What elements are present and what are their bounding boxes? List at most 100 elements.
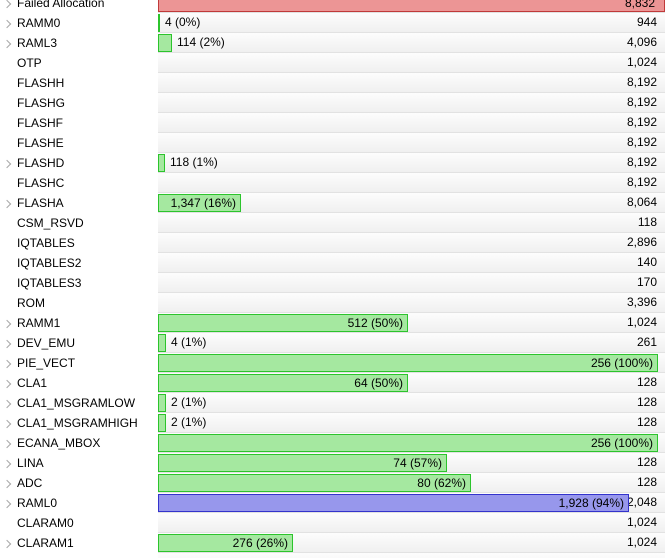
expand-arrow-icon[interactable] <box>2 0 12 9</box>
memory-row[interactable]: FLASHD 8,192 118 (1%) <box>0 153 665 173</box>
memory-row[interactable] <box>0 553 665 558</box>
memory-row[interactable]: FLASHC 8,192 <box>0 173 665 193</box>
memory-row[interactable]: FLASHE 8,192 <box>0 133 665 153</box>
size-value: 170 <box>636 275 657 289</box>
memory-row[interactable]: OTP 1,024 <box>0 53 665 73</box>
memory-row[interactable]: RAMM0 944 4 (0%) <box>0 13 665 33</box>
size-value: 261 <box>636 335 657 349</box>
size-value: 128 <box>636 455 657 469</box>
memory-row[interactable]: CLARAM1 1,024 276 (26%) <box>0 533 665 553</box>
memory-region-name: IQTABLES3 <box>17 276 82 290</box>
memory-name-cell: FLASHD <box>0 153 158 173</box>
usage-label-outside: 4 (0%) <box>165 15 201 29</box>
memory-region-name: RAMM0 <box>17 16 61 30</box>
memory-row[interactable]: Failed Allocation 8,832 <box>0 0 665 13</box>
size-value: 8,192 <box>626 175 657 189</box>
expand-arrow-icon[interactable] <box>2 419 12 429</box>
usage-track: 8,192 118 (1%) <box>158 153 665 173</box>
memory-row[interactable]: FLASHF 8,192 <box>0 113 665 133</box>
memory-row[interactable]: FLASHH 8,192 <box>0 73 665 93</box>
memory-name-cell: LINA <box>0 453 158 473</box>
size-value: 4,096 <box>626 35 657 49</box>
memory-region-name: OTP <box>17 56 42 70</box>
usage-label-inside: 8,832 <box>624 0 655 10</box>
memory-row[interactable]: IQTABLES2 140 <box>0 253 665 273</box>
usage-label-outside: 118 (1%) <box>170 155 218 169</box>
memory-row[interactable]: PIE_VECT 256 (100%) <box>0 353 665 373</box>
memory-name-cell: RAMM0 <box>0 13 158 33</box>
expand-arrow-icon[interactable] <box>2 399 12 409</box>
usage-bar <box>158 34 172 52</box>
size-value: 2,896 <box>626 235 657 249</box>
memory-region-name: RAML0 <box>17 496 58 510</box>
size-value: 128 <box>636 375 657 389</box>
memory-row[interactable]: RAMM1 1,024 512 (50%) <box>0 313 665 333</box>
usage-track: 8,192 <box>158 133 665 153</box>
size-value: 1,024 <box>626 515 657 529</box>
memory-name-cell: Failed Allocation <box>0 0 158 13</box>
expand-arrow-icon[interactable] <box>2 319 12 329</box>
memory-row[interactable]: ECANA_MBOX 256 (100%) <box>0 433 665 453</box>
usage-label-outside: 114 (2%) <box>177 35 225 49</box>
memory-name-cell: CLA1_MSGRAMLOW <box>0 393 158 413</box>
usage-track: 2,048 1,928 (94%) <box>158 493 665 513</box>
expand-arrow-icon[interactable] <box>2 19 12 29</box>
memory-name-cell: DEV_EMU <box>0 333 158 353</box>
expand-arrow-icon[interactable] <box>2 379 12 389</box>
usage-label-inside: 74 (57%) <box>393 456 442 470</box>
usage-track: 8,192 <box>158 93 665 113</box>
memory-row[interactable]: IQTABLES3 170 <box>0 273 665 293</box>
usage-bar: 74 (57%) <box>158 454 447 472</box>
memory-row[interactable]: FLASHA 8,064 1,347 (16%) <box>0 193 665 213</box>
memory-name-cell: IQTABLES <box>0 233 158 253</box>
memory-name-cell: FLASHC <box>0 173 158 193</box>
memory-row[interactable]: LINA 128 74 (57%) <box>0 453 665 473</box>
usage-bar: 64 (50%) <box>158 374 408 392</box>
memory-region-name: CLARAM0 <box>17 516 74 530</box>
size-value: 8,192 <box>626 115 657 129</box>
memory-name-cell: IQTABLES2 <box>0 253 158 273</box>
usage-label-inside: 512 (50%) <box>347 316 403 330</box>
expand-arrow-icon[interactable] <box>2 439 12 449</box>
size-value: 128 <box>636 415 657 429</box>
usage-label-inside: 276 (26%) <box>232 536 288 550</box>
size-value: 1,024 <box>626 55 657 69</box>
size-value: 8,192 <box>626 75 657 89</box>
size-value: 140 <box>636 255 657 269</box>
memory-row[interactable]: ROM 3,396 <box>0 293 665 313</box>
memory-row[interactable]: CLARAM0 1,024 <box>0 513 665 533</box>
usage-label-inside: 256 (100%) <box>590 436 653 450</box>
expand-arrow-icon[interactable] <box>2 459 12 469</box>
memory-region-name: FLASHF <box>17 116 64 130</box>
memory-row[interactable]: IQTABLES 2,896 <box>0 233 665 253</box>
memory-row[interactable]: FLASHG 8,192 <box>0 93 665 113</box>
expand-arrow-icon[interactable] <box>2 339 12 349</box>
memory-row[interactable]: CLA1_MSGRAMHIGH 128 2 (1%) <box>0 413 665 433</box>
memory-row[interactable]: RAML3 4,096 114 (2%) <box>0 33 665 53</box>
size-value: 118 <box>637 215 657 229</box>
usage-bar <box>158 334 166 352</box>
usage-bar: 1,928 (94%) <box>158 494 629 512</box>
memory-row[interactable]: RAML0 2,048 1,928 (94%) <box>0 493 665 513</box>
memory-row[interactable]: CSM_RSVD 118 <box>0 213 665 233</box>
expand-arrow-icon[interactable] <box>2 479 12 489</box>
usage-track: 128 80 (62%) <box>158 473 665 493</box>
usage-label-outside: 4 (1%) <box>171 335 207 349</box>
memory-row[interactable]: DEV_EMU 261 4 (1%) <box>0 333 665 353</box>
expand-arrow-icon[interactable] <box>2 159 12 169</box>
memory-row[interactable]: CLA1 128 64 (50%) <box>0 373 665 393</box>
expand-arrow-icon[interactable] <box>2 539 12 549</box>
expand-arrow-icon[interactable] <box>2 499 12 509</box>
memory-region-name: PIE_VECT <box>17 356 76 370</box>
memory-row[interactable]: ADC 128 80 (62%) <box>0 473 665 493</box>
usage-label-inside: 64 (50%) <box>354 376 403 390</box>
memory-row[interactable]: CLA1_MSGRAMLOW 128 2 (1%) <box>0 393 665 413</box>
memory-region-name: FLASHC <box>17 176 65 190</box>
memory-name-cell: CSM_RSVD <box>0 213 158 233</box>
memory-region-name: FLASHA <box>17 196 64 210</box>
size-value: 8,064 <box>626 195 657 209</box>
expand-arrow-icon[interactable] <box>2 39 12 49</box>
expand-arrow-icon[interactable] <box>2 199 12 209</box>
expand-arrow-icon[interactable] <box>2 359 12 369</box>
